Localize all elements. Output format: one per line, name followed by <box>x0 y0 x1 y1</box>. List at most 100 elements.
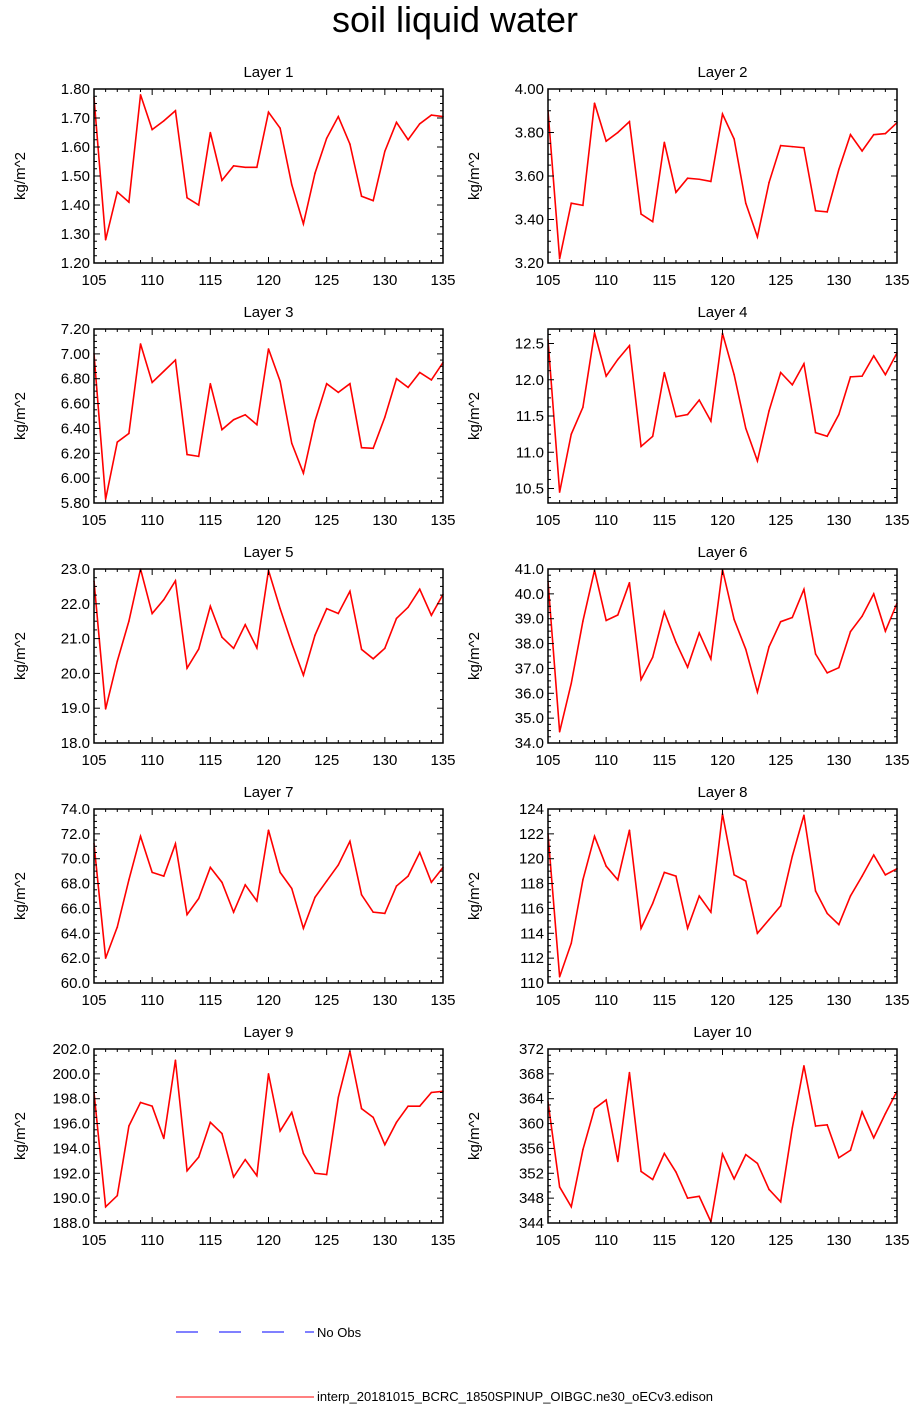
data-point <box>628 581 631 584</box>
data-point <box>279 1130 281 1132</box>
y-tick-label: 34.0 <box>515 735 544 752</box>
x-tick-label: 130 <box>372 752 397 769</box>
data-point <box>337 1096 340 1099</box>
y-tick-label: 198.0 <box>52 1091 90 1108</box>
data-point <box>360 1107 363 1110</box>
data-point <box>384 416 386 419</box>
data-point <box>302 674 305 676</box>
data-point <box>605 1099 607 1101</box>
data-point <box>803 363 805 365</box>
x-tick-label: 125 <box>314 272 339 289</box>
y-axis-label: kg/m^2 <box>466 872 483 920</box>
y-axis-label: kg/m^2 <box>12 1112 29 1160</box>
data-point <box>849 376 852 378</box>
data-point <box>779 620 782 623</box>
y-tick-label: 202.0 <box>52 1041 90 1058</box>
x-tick-label: 120 <box>256 992 281 1009</box>
data-point <box>838 168 840 171</box>
y-tick-label: 18.0 <box>61 735 90 752</box>
y-tick-label: 364 <box>519 1091 544 1108</box>
data-point <box>826 912 828 915</box>
data-point <box>116 1194 119 1197</box>
y-tick-label: 74.0 <box>61 801 90 818</box>
x-tick-label: 115 <box>652 1232 676 1249</box>
data-point <box>617 1160 619 1163</box>
data-point <box>139 1101 142 1104</box>
chart-panel-3: Layer 3 kg/m^2 105 110 115 120 125 130 135 5.80 6.… <box>12 304 456 529</box>
data-point <box>302 472 305 474</box>
panel-title: Layer 8 <box>697 784 747 801</box>
y-tick-label: 20.0 <box>61 665 90 682</box>
data-point <box>838 413 840 416</box>
data-point <box>663 1152 666 1155</box>
data-point <box>174 359 177 361</box>
y-tick-label: 1.50 <box>61 168 90 185</box>
data-point <box>640 445 642 448</box>
data-point <box>163 1137 165 1140</box>
data-point <box>116 191 119 193</box>
data-point <box>617 358 619 361</box>
series-line <box>94 343 443 500</box>
data-point <box>384 150 386 153</box>
data-point <box>395 377 398 380</box>
data-point <box>675 641 677 644</box>
data-point <box>698 178 701 181</box>
data-point <box>244 884 247 886</box>
data-point <box>663 610 666 613</box>
y-tick-label: 72.0 <box>61 826 90 843</box>
x-tick-label: 125 <box>314 1232 339 1249</box>
data-point <box>104 708 107 710</box>
y-axis-label: kg/m^2 <box>12 872 29 920</box>
y-tick-label: 64.0 <box>61 925 90 942</box>
x-tick-label: 135 <box>430 512 455 529</box>
data-point <box>768 918 770 921</box>
panel-title: Layer 3 <box>243 304 293 321</box>
panel-title: Layer 2 <box>697 64 747 81</box>
data-point <box>675 415 677 418</box>
data-point <box>675 191 677 194</box>
main-title: soil liquid water <box>331 0 579 40</box>
data-point <box>756 1162 759 1165</box>
data-point <box>651 435 654 438</box>
x-tick-label: 110 <box>140 992 164 1009</box>
y-tick-label: 37.0 <box>515 660 544 677</box>
data-point <box>826 435 828 438</box>
x-tick-label: 105 <box>535 272 560 289</box>
y-axis-label: kg/m^2 <box>466 152 483 200</box>
y-tick-label: 3.60 <box>515 168 544 185</box>
y-tick-label: 11.5 <box>516 408 544 425</box>
y-tick-label: 41.0 <box>515 561 544 578</box>
data-point <box>698 1195 701 1198</box>
data-point <box>430 379 433 381</box>
y-tick-label: 6.60 <box>61 396 90 413</box>
data-point <box>698 399 701 401</box>
chart-panel-4: Layer 4 kg/m^2 105 110 115 120 125 130 135 10.5 11… <box>466 304 910 529</box>
data-point <box>814 653 817 655</box>
y-tick-label: 22.0 <box>61 596 90 613</box>
data-point <box>395 617 398 620</box>
data-point <box>163 120 165 122</box>
data-point <box>663 871 666 874</box>
data-point <box>407 386 409 389</box>
data-point <box>651 1178 654 1181</box>
data-point <box>209 1121 212 1124</box>
data-point <box>791 145 794 148</box>
data-point <box>267 829 270 831</box>
data-point <box>710 911 712 913</box>
data-point <box>197 455 200 458</box>
data-point <box>407 606 409 609</box>
x-tick-label: 130 <box>826 1232 851 1249</box>
series-line <box>548 332 897 493</box>
y-axis-label: kg/m^2 <box>12 632 29 680</box>
y-tick-label: 3.40 <box>515 212 544 229</box>
series-points <box>93 568 444 710</box>
data-point <box>290 442 293 445</box>
data-point <box>360 195 363 198</box>
x-tick-label: 110 <box>594 272 618 289</box>
data-point <box>186 913 188 916</box>
data-point <box>803 1064 805 1067</box>
plot-frame <box>93 808 444 984</box>
data-point <box>605 865 607 867</box>
data-point <box>314 172 316 174</box>
